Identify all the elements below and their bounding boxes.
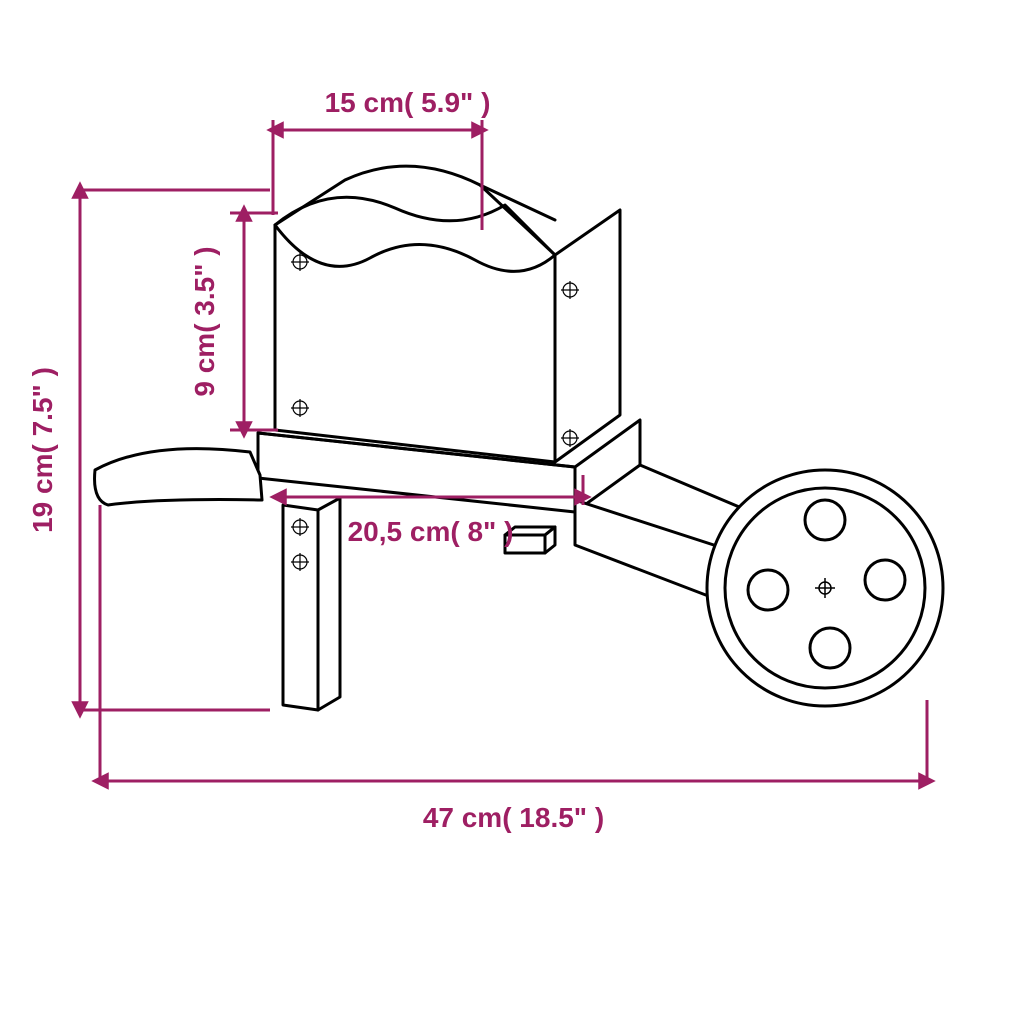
dimension-label: 19 cm( 7.5" ) [27,367,58,533]
dimension-label: 15 cm( 5.9" ) [325,87,491,118]
dimension-label: 9 cm( 3.5" ) [189,246,220,396]
dimension-label: 47 cm( 18.5" ) [423,802,604,833]
dimension-label: 20,5 cm( 8" ) [348,516,514,547]
dimension-diagram: 15 cm( 5.9" ) 9 cm( 3.5" ) 19 cm( 7.5" ) 20… [0,0,1024,1024]
wheelbarrow-outline [95,166,943,710]
